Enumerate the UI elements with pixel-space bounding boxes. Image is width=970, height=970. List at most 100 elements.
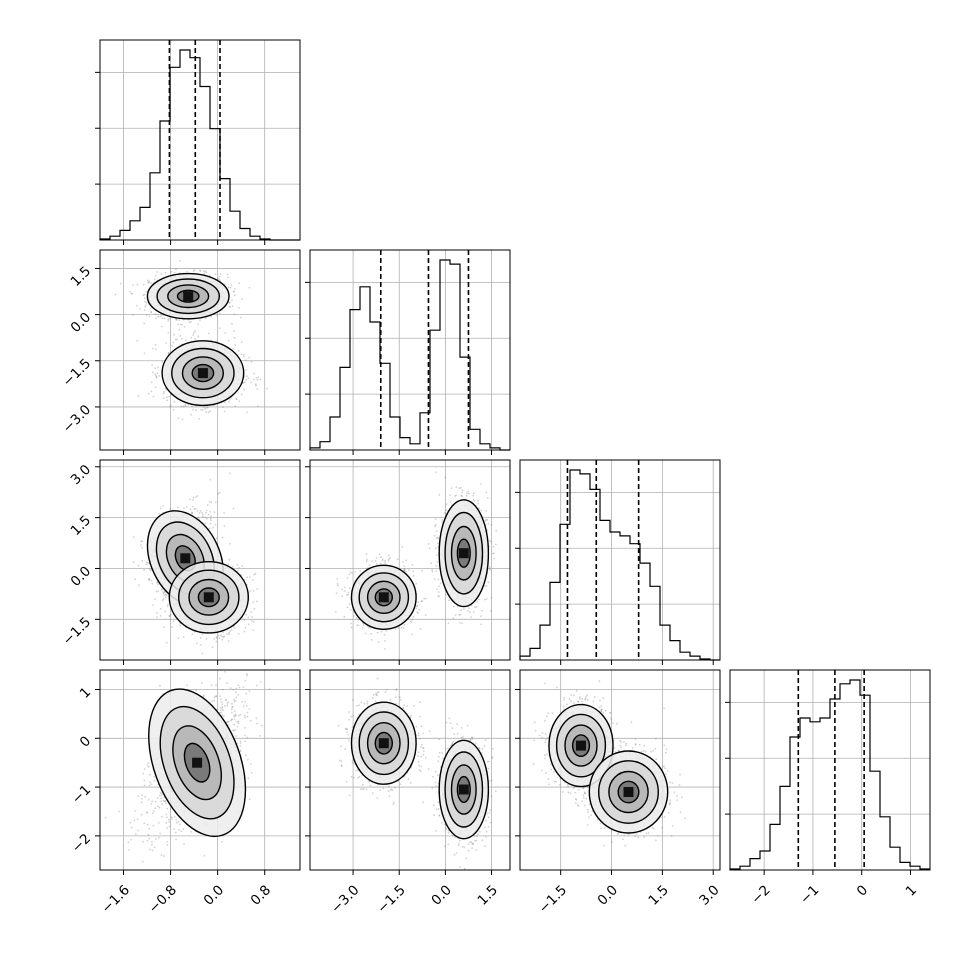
sample-point (181, 323, 184, 326)
sample-point (232, 290, 235, 293)
sample-point (179, 624, 182, 627)
sample-point (155, 348, 157, 351)
sample-point (256, 600, 258, 603)
sample-point (143, 297, 146, 300)
sample-point (175, 319, 178, 321)
sample-point (187, 404, 190, 406)
sample-point (190, 321, 192, 323)
histogram-panel-1 (305, 249, 511, 455)
sample-point (248, 356, 251, 359)
sample-point (147, 281, 150, 284)
sample-point (162, 598, 165, 600)
sample-point (154, 274, 157, 277)
sample-point (140, 544, 142, 546)
sample-point (365, 553, 368, 555)
sample-point (228, 543, 231, 545)
sample-point (238, 282, 241, 285)
sample-point (152, 395, 155, 398)
sample-point (150, 311, 153, 313)
sample-point (201, 408, 204, 411)
sample-point (242, 353, 245, 356)
sample-point (159, 507, 162, 510)
sample-point (408, 569, 410, 571)
sample-point (228, 558, 231, 561)
sample-point (229, 305, 231, 308)
sample-point (376, 631, 379, 634)
sample-point (344, 586, 346, 589)
sample-point (251, 579, 254, 581)
sample-point (228, 302, 231, 304)
sample-point (218, 491, 221, 494)
sample-point (186, 270, 189, 273)
sample-point (161, 599, 164, 602)
sample-point (221, 635, 224, 638)
sample-point (233, 336, 236, 339)
sample-point (145, 304, 147, 307)
contour-line (197, 587, 220, 608)
sample-point (189, 508, 192, 511)
sample-point (159, 607, 162, 610)
sample-point (144, 300, 146, 303)
sample-point (131, 292, 133, 295)
sample-point (248, 286, 251, 289)
sample-point (215, 537, 218, 540)
panel-frame (99, 459, 301, 661)
sample-point (177, 417, 180, 420)
sample-point (197, 323, 200, 326)
sample-point (380, 556, 382, 558)
sample-point (162, 392, 165, 395)
sample-point (154, 386, 157, 389)
contour-line (161, 340, 245, 407)
sample-point (206, 406, 209, 409)
sample-point (160, 325, 163, 328)
sample-point (196, 510, 199, 512)
sample-point (229, 630, 232, 632)
sample-point (147, 562, 149, 564)
sample-point (132, 561, 135, 564)
sample-point (244, 381, 246, 384)
density-peak (197, 368, 208, 379)
sample-point (234, 288, 236, 290)
sample-point (161, 589, 163, 591)
sample-point (244, 359, 247, 361)
sample-point (222, 406, 224, 409)
sample-point (163, 390, 166, 393)
sample-point (351, 572, 353, 575)
sample-point (154, 598, 156, 600)
sample-point (337, 584, 339, 587)
sample-point (163, 317, 166, 320)
sample-point (154, 313, 157, 315)
sample-point (206, 504, 209, 506)
sample-point (159, 614, 162, 617)
sample-point (255, 384, 257, 387)
sample-point (150, 311, 153, 314)
sample-point (229, 286, 232, 289)
sample-point (403, 569, 406, 572)
sample-point (217, 492, 220, 495)
sample-point (154, 373, 156, 376)
sample-point (142, 283, 145, 286)
sample-point (387, 558, 390, 561)
sample-point (223, 410, 226, 413)
sample-point (257, 376, 260, 379)
sample-point (235, 398, 238, 401)
sample-point (204, 317, 207, 320)
sample-point (251, 616, 254, 618)
sample-point (359, 569, 362, 572)
sample-point (241, 565, 244, 567)
contour-line (146, 272, 230, 320)
sample-point (204, 516, 207, 518)
sample-point (388, 554, 390, 557)
sample-point (231, 565, 234, 568)
sample-point (198, 417, 201, 420)
sample-point (215, 637, 218, 639)
sample-point (247, 623, 250, 626)
sample-point (219, 312, 222, 315)
sample-point (249, 590, 252, 592)
sample-point (169, 507, 172, 510)
sample-point (191, 505, 194, 508)
sample-point (193, 507, 196, 510)
sample-point (205, 411, 208, 413)
sample-point (410, 633, 413, 636)
